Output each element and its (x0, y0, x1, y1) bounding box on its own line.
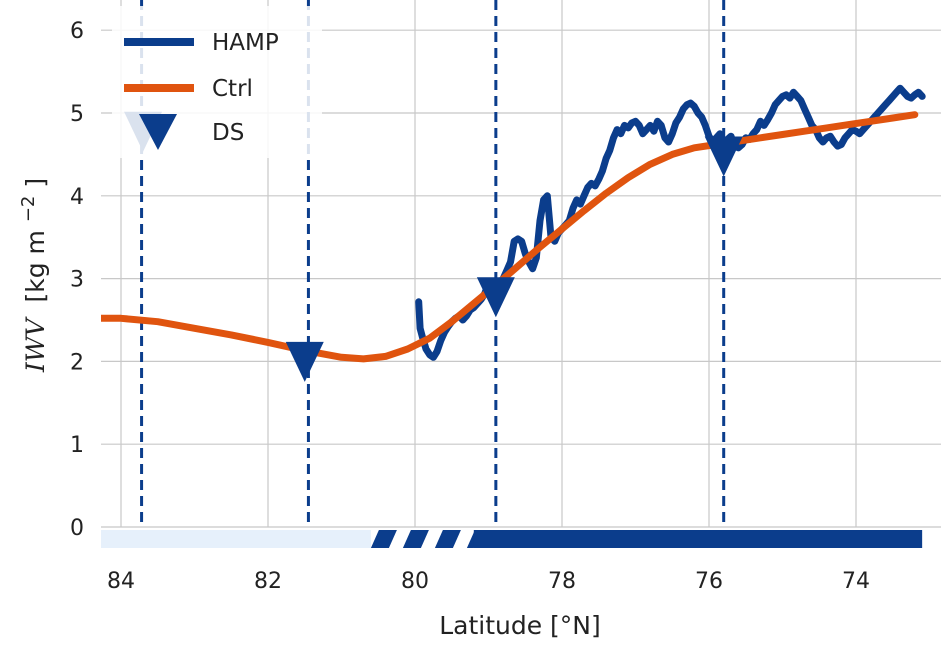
svg-text:IWV [kg m −2: IWV [kg m −2 ] (11, 178, 50, 373)
bar-dark-segment (473, 530, 923, 548)
x-tick-label: 84 (107, 569, 135, 594)
x-tick-label: 82 (254, 569, 282, 594)
legend-ds-label: DS (212, 120, 244, 146)
bar-light-segment (101, 530, 371, 548)
x-tick-label: 78 (548, 569, 576, 594)
flight-segment-bar (101, 530, 923, 548)
x-tick-labels: 84 82 80 78 76 74 (107, 569, 870, 594)
bar-hatch-stripe (402, 530, 429, 548)
y-axis-exponent: −2 (18, 196, 39, 223)
x-tick-label: 76 (695, 569, 723, 594)
y-tick-label: 3 (70, 268, 84, 293)
bar-hatch-stripe (434, 530, 461, 548)
y-axis-close: ] (21, 178, 50, 188)
series-hamp-line (415, 84, 926, 361)
y-tick-label: 6 (70, 19, 84, 44)
y-axis-title: IWV [kg m −2 ] (11, 178, 50, 373)
y-tick-label: 0 (70, 516, 84, 541)
legend: HAMP Ctrl DS (112, 6, 322, 158)
y-axis-symbol: IWV (21, 316, 50, 374)
y-axis-units: [kg m (21, 230, 50, 302)
x-tick-label: 74 (842, 569, 870, 594)
y-tick-label: 4 (70, 185, 84, 210)
ds-marker (704, 136, 743, 177)
y-tick-label: 5 (70, 102, 84, 127)
x-axis-title: Latitude [°N] (439, 611, 601, 640)
ds-marker (476, 277, 515, 318)
series-ctrl-line (101, 111, 919, 363)
y-tick-label: 1 (70, 433, 84, 458)
x-tick-label: 80 (401, 569, 429, 594)
y-tick-label: 2 (70, 350, 84, 375)
bar-hatch-stripe (370, 530, 397, 548)
y-tick-labels: 0 1 2 3 4 5 6 (70, 19, 84, 541)
legend-hamp-label: HAMP (212, 30, 279, 56)
ds-marker (285, 341, 324, 382)
legend-ds-swatch (139, 114, 177, 150)
legend-ctrl-label: Ctrl (212, 76, 253, 102)
legend-background (112, 6, 322, 158)
